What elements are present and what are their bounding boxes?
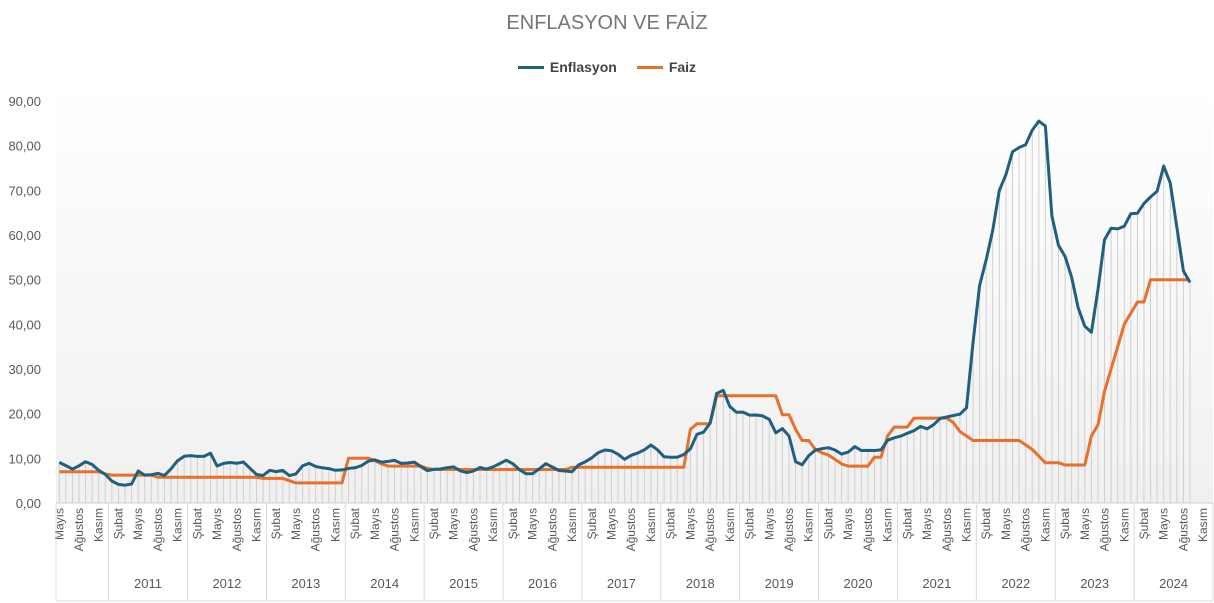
year-label: 2021 <box>922 576 951 591</box>
x-tick-label: Ağustos <box>1019 508 1033 551</box>
x-tick-label: Ağustos <box>782 508 796 551</box>
chart-title: ENFLASYON VE FAİZ <box>506 12 708 34</box>
y-tick-label: 70,00 <box>8 183 41 198</box>
year-label: 2022 <box>1001 576 1030 591</box>
x-tick-label: Mayıs <box>762 508 776 540</box>
x-tick-label: Ağustos <box>72 508 86 551</box>
x-tick-label: Ağustos <box>151 508 165 551</box>
year-label: 2023 <box>1080 576 1109 591</box>
x-tick-label: Ağustos <box>545 508 559 551</box>
year-label: 2018 <box>686 576 715 591</box>
x-tick-label: Kasım <box>1038 508 1052 542</box>
x-tick-label: Şubat <box>979 507 993 539</box>
x-tick-label: Kasım <box>407 508 421 542</box>
x-tick-label: Mayıs <box>999 508 1013 540</box>
x-tick-label: Kasım <box>723 508 737 542</box>
y-tick-label: 50,00 <box>8 273 41 288</box>
legend: Enflasyon Faiz <box>0 59 1214 75</box>
x-tick-label: Ağustos <box>1176 508 1190 551</box>
year-label: 2016 <box>528 576 557 591</box>
x-tick-label: Şubat <box>348 507 362 539</box>
year-label: 2011 <box>134 576 162 591</box>
legend-swatch-faiz <box>636 65 663 69</box>
x-tick-label: Şubat <box>190 507 204 539</box>
x-tick-label: Ağustos <box>703 508 717 551</box>
x-tick-label: Mayıs <box>1157 508 1171 540</box>
x-tick-label: Mayıs <box>52 508 66 540</box>
plot-background <box>56 86 1213 503</box>
x-tick-label: Mayıs <box>920 508 934 540</box>
x-tick-label: Şubat <box>1058 507 1072 539</box>
x-tick-label: Ağustos <box>1098 508 1112 551</box>
x-tick-label: Kasım <box>881 508 895 542</box>
x-tick-label: Kasım <box>565 508 579 542</box>
year-label: 2012 <box>212 576 241 591</box>
y-tick-label: 0,00 <box>16 496 41 511</box>
legend-swatch-enflasyon <box>517 65 544 69</box>
year-label: 2024 <box>1159 576 1188 591</box>
x-tick-label: Şubat <box>821 507 835 539</box>
x-tick-label: Şubat <box>743 507 757 539</box>
series-line-faiz <box>59 278 1190 485</box>
y-tick-label: 60,00 <box>8 228 41 243</box>
x-tick-label: Ağustos <box>309 508 323 551</box>
x-tick-label: Mayıs <box>683 508 697 540</box>
y-tick-label: 10,00 <box>8 451 41 466</box>
year-label: 2019 <box>765 576 794 591</box>
y-tick-label: 90,00 <box>8 94 41 109</box>
y-tick-label: 30,00 <box>8 362 41 377</box>
x-tick-label: Mayıs <box>289 508 303 540</box>
x-tick-label: Mayıs <box>447 508 461 540</box>
year-label: 2015 <box>449 576 478 591</box>
x-tick-label: Şubat <box>269 507 283 539</box>
x-tick-label: Mayıs <box>131 508 145 540</box>
x-tick-label: Kasım <box>644 508 658 542</box>
year-label: 2017 <box>607 576 636 591</box>
x-tick-label: Ağustos <box>861 508 875 551</box>
x-tick-label: Mayıs <box>841 508 855 540</box>
x-tick-label: Şubat <box>111 507 125 539</box>
x-tick-label: Şubat <box>664 507 678 539</box>
x-tick-label: Kasım <box>486 508 500 542</box>
x-tick-label: Mayıs <box>526 508 540 540</box>
x-tick-label: Kasım <box>802 508 816 542</box>
y-tick-label: 40,00 <box>8 317 41 332</box>
legend-label: Enflasyon <box>549 59 617 75</box>
y-tick-label: 80,00 <box>8 139 41 154</box>
x-tick-label: Ağustos <box>940 508 954 551</box>
x-tick-label: Şubat <box>900 507 914 539</box>
legend-item-faiz[interactable]: Faiz <box>636 59 697 75</box>
x-tick-label: Mayıs <box>1078 508 1092 540</box>
x-tick-label: Kasım <box>328 508 342 542</box>
legend-item-enflasyon[interactable]: Enflasyon <box>517 59 617 75</box>
x-tick-label: Ağustos <box>624 508 638 551</box>
x-tick-label: Mayıs <box>210 508 224 540</box>
year-label: 2020 <box>844 576 873 591</box>
series-line-enflasyon <box>58 119 1192 487</box>
legend-label: Faiz <box>668 59 697 75</box>
x-tick-label: Şubat <box>585 507 599 539</box>
year-label: 2014 <box>370 576 399 591</box>
x-tick-label: Kasım <box>250 508 264 542</box>
x-tick-label: Kasım <box>92 508 106 542</box>
x-tick-label: Şubat <box>506 507 520 539</box>
x-tick-label: Ağustos <box>388 508 402 551</box>
year-label: 2013 <box>291 576 320 591</box>
x-tick-label: Ağustos <box>230 508 244 551</box>
x-tick-label: Şubat <box>1137 507 1151 539</box>
x-tick-label: Mayıs <box>368 508 382 540</box>
x-tick-label: Kasım <box>959 508 973 542</box>
x-tick-label: Ağustos <box>466 508 480 551</box>
x-tick-label: Mayıs <box>604 508 618 540</box>
x-tick-label: Kasım <box>1196 508 1210 542</box>
y-tick-label: 20,00 <box>8 407 41 422</box>
x-tick-label: Kasım <box>1117 508 1131 542</box>
x-tick-label: Şubat <box>427 507 441 539</box>
x-tick-label: Kasım <box>171 508 185 542</box>
